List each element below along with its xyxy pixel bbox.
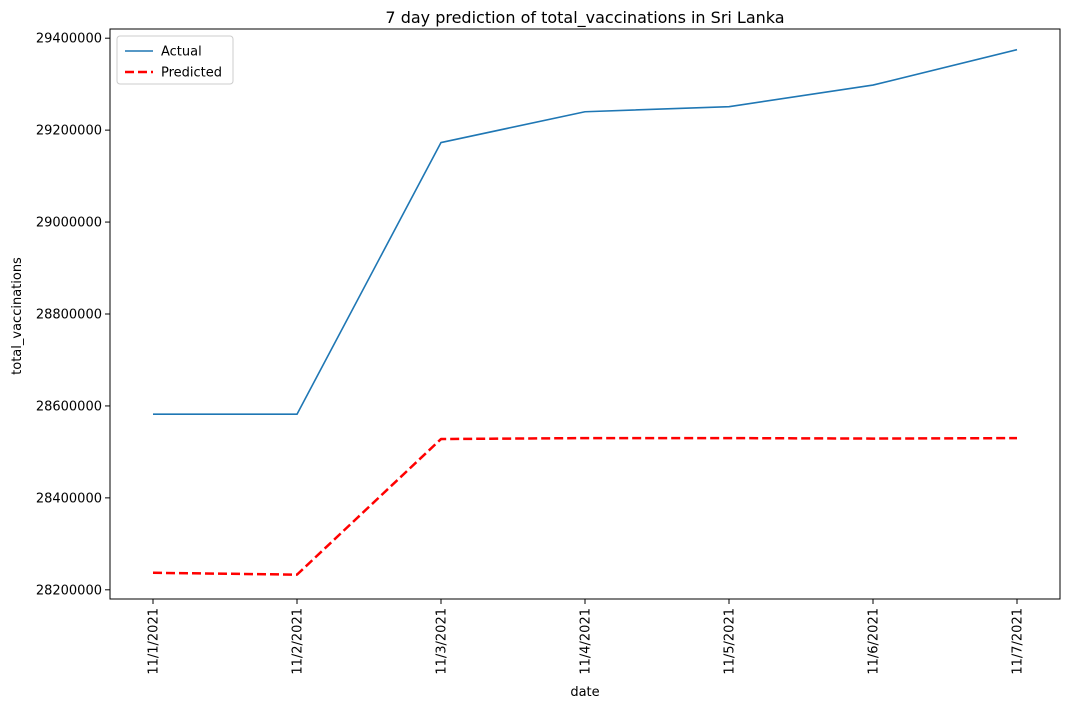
x-tick-label: 11/7/2021 (1011, 608, 1026, 675)
y-tick-label: 28200000 (36, 583, 102, 598)
series-line-actual (153, 48, 1018, 416)
plot-area (109, 28, 1061, 600)
y-tick-label: 29200000 (36, 124, 102, 139)
x-axis-label: date (570, 685, 599, 700)
x-tick-label: 11/5/2021 (723, 608, 738, 675)
legend-label-predicted: Predicted (161, 66, 222, 81)
y-tick-label: 29000000 (36, 216, 102, 231)
x-tick-label: 11/4/2021 (579, 608, 594, 675)
y-tick-label: 28600000 (36, 399, 102, 414)
x-tick-label: 11/1/2021 (147, 608, 162, 675)
y-tick-label: 29400000 (36, 32, 102, 47)
x-tick-label: 11/6/2021 (867, 608, 882, 675)
legend-label-actual: Actual (161, 45, 202, 60)
x-tick-label: 11/3/2021 (435, 608, 450, 675)
y-tick-label: 28800000 (36, 308, 102, 323)
y-axis: 28200000 28400000 28600000 28800000 29000000… (36, 32, 110, 598)
legend: Actual Predicted (116, 35, 234, 85)
chart-title: 7 day prediction of total_vaccinations i… (385, 8, 784, 28)
y-axis-label: total_vaccinations (10, 257, 25, 375)
series-line-predicted (152, 436, 1018, 576)
x-tick-label: 11/2/2021 (291, 608, 306, 675)
series-layer (152, 48, 1018, 576)
x-axis: 11/1/2021 11/2/2021 11/3/2021 11/4/2021 11/5… (147, 599, 1026, 675)
y-tick-label: 28400000 (36, 491, 102, 506)
